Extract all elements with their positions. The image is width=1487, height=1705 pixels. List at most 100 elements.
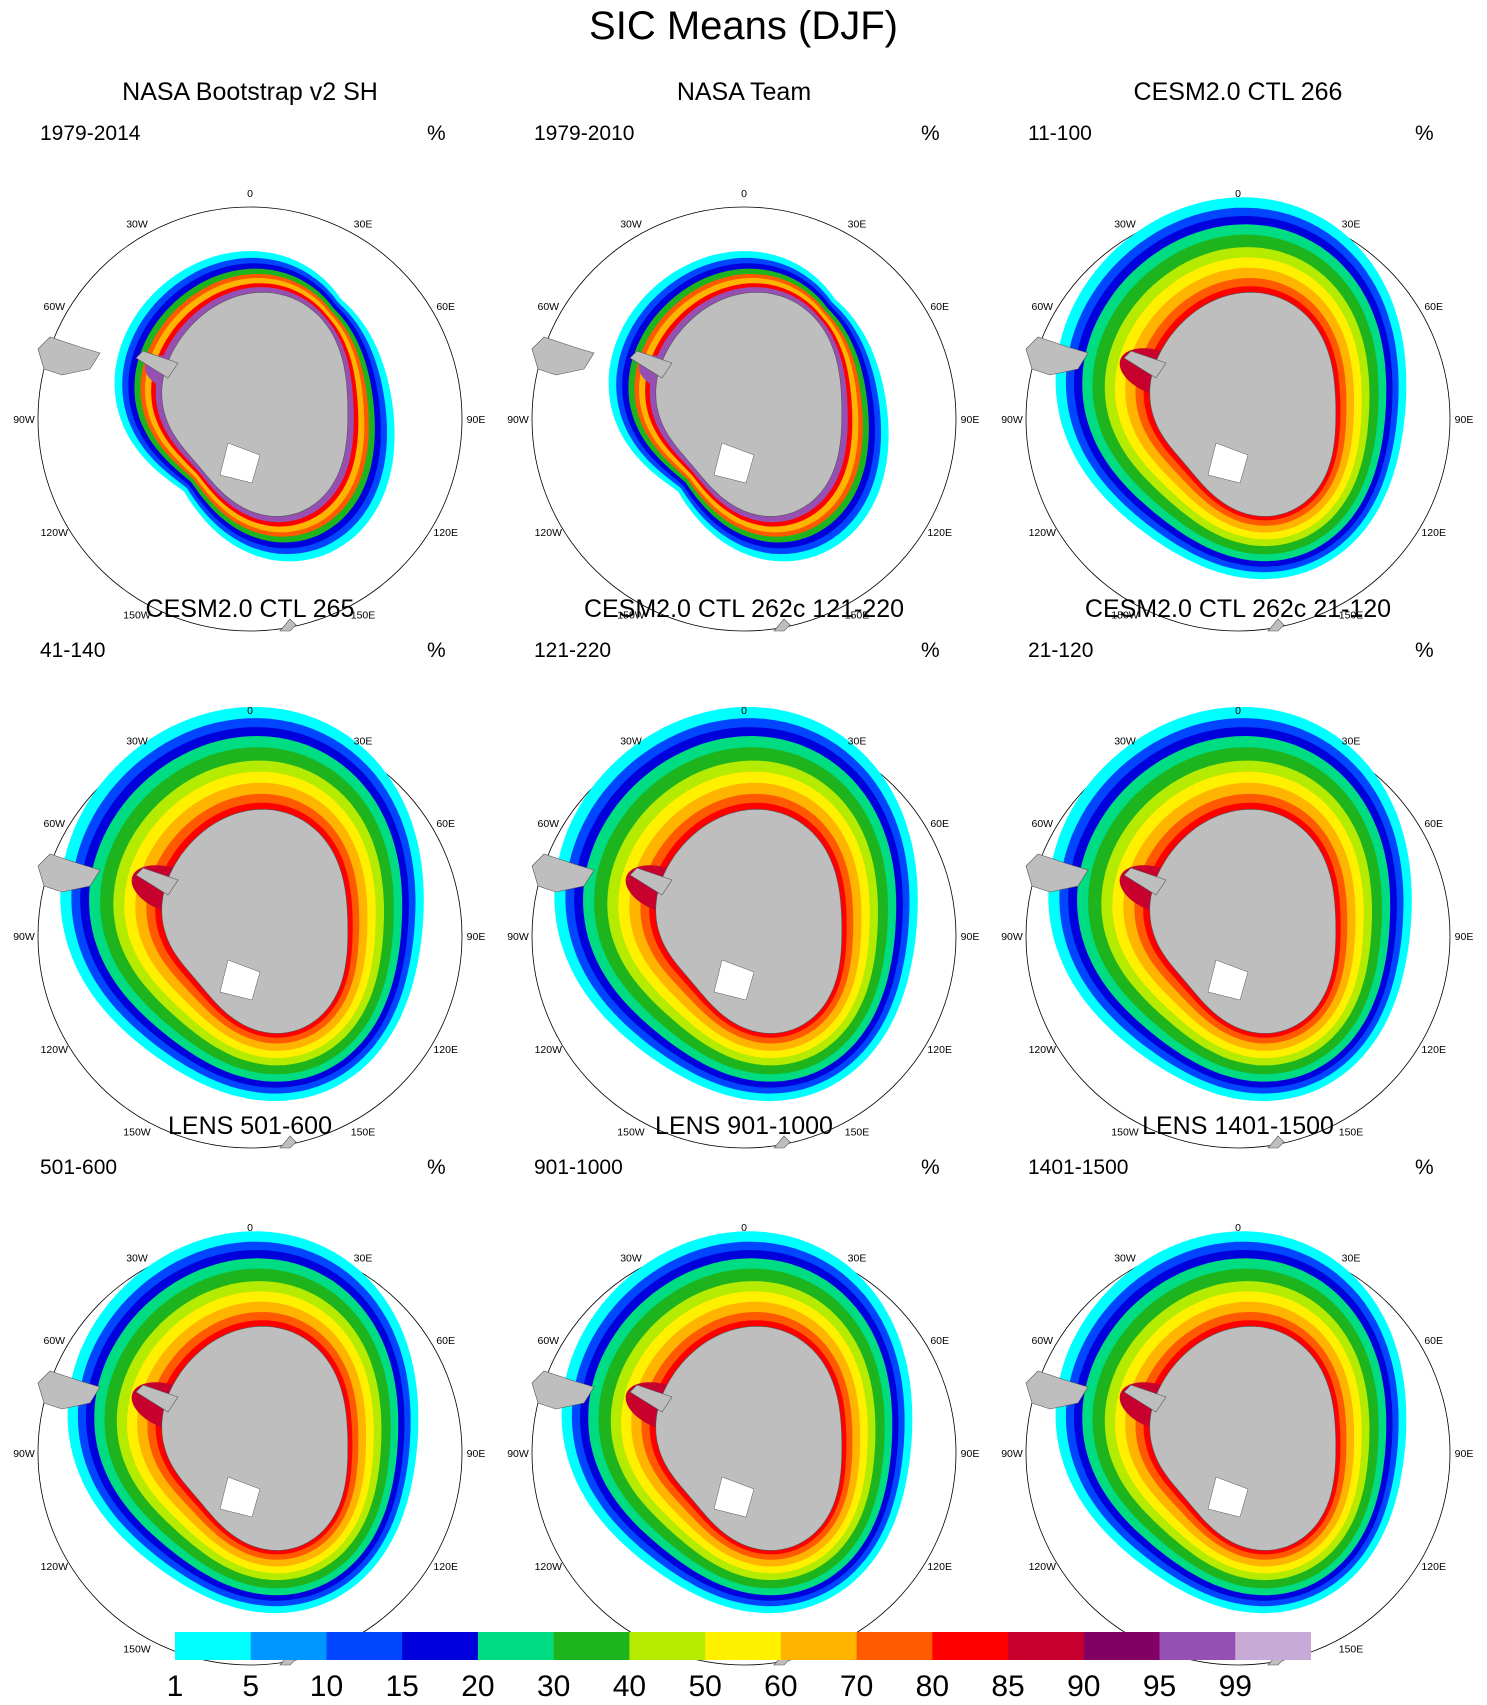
- longitude-label: 150E: [1339, 1127, 1364, 1139]
- polar-stereographic-map: 030E60E90E120E150E180150W120W90W60W30W: [13, 1222, 485, 1676]
- south-america-land: [37, 336, 101, 376]
- longitude-label: 150W: [617, 1127, 645, 1139]
- colorbar-swatch: [1159, 1632, 1236, 1660]
- longitude-label: 60E: [930, 818, 949, 830]
- map-panel: NASA Team 1979-2010% 0 30E 60E 90E 120E 150E 180…: [494, 78, 979, 642]
- longitude-label: 30W: [126, 735, 148, 747]
- longitude-label: 120W: [535, 1561, 563, 1573]
- panel-title: NASA Bootstrap v2 SH: [122, 78, 378, 106]
- antarctic-peninsula: [629, 1384, 673, 1413]
- panel-unit: %: [427, 1156, 446, 1179]
- longitude-label: 90W: [13, 1448, 35, 1460]
- longitude-label: 90E: [1455, 1448, 1474, 1460]
- panel-title: CESM2.0 CTL 265: [145, 595, 355, 623]
- antarctic-peninsula: [629, 350, 673, 379]
- longitude-label: 90W: [507, 931, 529, 943]
- longitude-label: 30E: [354, 218, 373, 230]
- longitude-label: 180: [735, 640, 753, 642]
- colorbar-swatch: [326, 1632, 403, 1660]
- antarctic-peninsula: [1123, 867, 1167, 896]
- longitude-label: 60W: [538, 818, 560, 830]
- polar-stereographic-map: 030E60E90E120E150E180150W120W90W60W30W: [507, 705, 980, 1159]
- polar-stereographic-map: 030E60E90E120E150E180150W120W90W60W30W: [1001, 705, 1474, 1159]
- new-zealand-land: [1267, 618, 1285, 632]
- polar-stereographic-map: 030E60E90E120E150E180150W120W90W60W30W: [1001, 1222, 1474, 1676]
- longitude-label: 120E: [1421, 1561, 1446, 1573]
- colorbar-tick-label: 80: [915, 1670, 950, 1703]
- longitude-label: 90W: [13, 931, 35, 943]
- colorbar-tick-label: 70: [839, 1670, 874, 1703]
- panel-period: 1979-2010: [534, 122, 635, 145]
- longitude-label: 90E: [961, 414, 980, 426]
- panel-period: 1401-1500: [1028, 1156, 1129, 1179]
- longitude-label: 0: [247, 188, 253, 200]
- longitude-label: 120W: [41, 1561, 69, 1573]
- map-panel: CESM2.0 CTL 265 41-140% 0 30E 60E 90E 120E 150E…: [0, 595, 485, 1159]
- colorbar-tick-label: 40: [612, 1670, 647, 1703]
- longitude-label: 120E: [1421, 527, 1446, 539]
- longitude-label: 120W: [1029, 1044, 1057, 1056]
- longitude-label: 150E: [1339, 1644, 1364, 1656]
- map-panel: CESM2.0 CTL 266 11-100% 0 30E 60E 90E 120E 150E…: [988, 78, 1473, 642]
- new-zealand-land: [1267, 1135, 1285, 1149]
- colorbar-swatch: [553, 1632, 630, 1660]
- longitude-label: 120E: [433, 527, 458, 539]
- ross-ice-shelf: [219, 959, 261, 1001]
- panel-title: CESM2.0 CTL 266: [1133, 78, 1343, 106]
- panel-unit: %: [427, 639, 446, 662]
- longitude-label: 150E: [1339, 610, 1364, 622]
- ross-ice-shelf: [1207, 442, 1249, 484]
- longitude-label: 150W: [123, 1644, 151, 1656]
- ross-ice-shelf: [713, 442, 755, 484]
- polar-stereographic-map: 030E60E90E120E150E180150W120W90W60W30W: [1001, 188, 1473, 642]
- longitude-label: 90E: [467, 931, 486, 943]
- colorbar-swatch: [402, 1632, 479, 1660]
- panel-title: LENS 1401-1500: [1142, 1112, 1334, 1140]
- longitude-label: 120E: [433, 1044, 458, 1056]
- antarctic-peninsula: [1123, 350, 1167, 379]
- longitude-label: 90E: [1455, 931, 1474, 943]
- panel-period: 901-1000: [534, 1156, 623, 1179]
- longitude-label: 0: [741, 188, 747, 200]
- longitude-label: 60E: [436, 1335, 455, 1347]
- colorbar-swatch: [1083, 1632, 1161, 1660]
- longitude-label: 60E: [1424, 1335, 1443, 1347]
- panel-period: 1979-2014: [40, 122, 141, 145]
- longitude-label: 60W: [538, 1335, 560, 1347]
- longitude-label: 120W: [535, 527, 563, 539]
- panel-title: LENS 901-1000: [655, 1112, 833, 1140]
- longitude-label: 60W: [1032, 818, 1054, 830]
- longitude-label: 30W: [126, 1252, 148, 1264]
- map-panel: LENS 901-1000 901-1000% 0 30E 60E 90E 120E 150E…: [494, 1112, 979, 1676]
- longitude-label: 180: [241, 1674, 259, 1676]
- ross-ice-shelf: [1207, 1476, 1249, 1518]
- panel-title: CESM2.0 CTL 262c 121-220: [583, 595, 905, 623]
- longitude-label: 90W: [1001, 1448, 1023, 1460]
- longitude-label: 30E: [1342, 1252, 1361, 1264]
- south-america-land: [1025, 1370, 1089, 1410]
- longitude-label: 30E: [1342, 735, 1361, 747]
- polar-stereographic-map: 030E60E90E120E150E180150W120W90W60W30W: [507, 188, 980, 642]
- colorbar-tick-label: 1: [166, 1670, 184, 1703]
- longitude-label: 90E: [961, 931, 980, 943]
- colorbar: [175, 1632, 1311, 1660]
- longitude-label: 60W: [538, 301, 560, 313]
- longitude-label: 150E: [351, 1127, 376, 1139]
- longitude-label: 60E: [1424, 818, 1443, 830]
- panel-title: LENS 501-600: [167, 1112, 332, 1140]
- south-america-land: [1025, 853, 1089, 893]
- colorbar-tick-label: 85: [991, 1670, 1025, 1703]
- panel-period: 11-100: [1028, 122, 1092, 145]
- panel-period: 501-600: [40, 1156, 118, 1179]
- panel-period: 21-120: [1028, 639, 1094, 662]
- longitude-label: 180: [735, 1157, 753, 1159]
- panel-unit: %: [921, 1156, 940, 1179]
- colorbar-swatch: [477, 1632, 555, 1660]
- longitude-label: 180: [1229, 640, 1247, 642]
- longitude-label: 120E: [927, 1561, 952, 1573]
- longitude-label: 0: [1235, 188, 1241, 200]
- longitude-label: 120W: [41, 1044, 69, 1056]
- colorbar-swatch: [856, 1632, 933, 1660]
- panel-title: NASA Team: [676, 78, 812, 106]
- panel-title: CESM2.0 CTL 262c 21-120: [1084, 595, 1392, 623]
